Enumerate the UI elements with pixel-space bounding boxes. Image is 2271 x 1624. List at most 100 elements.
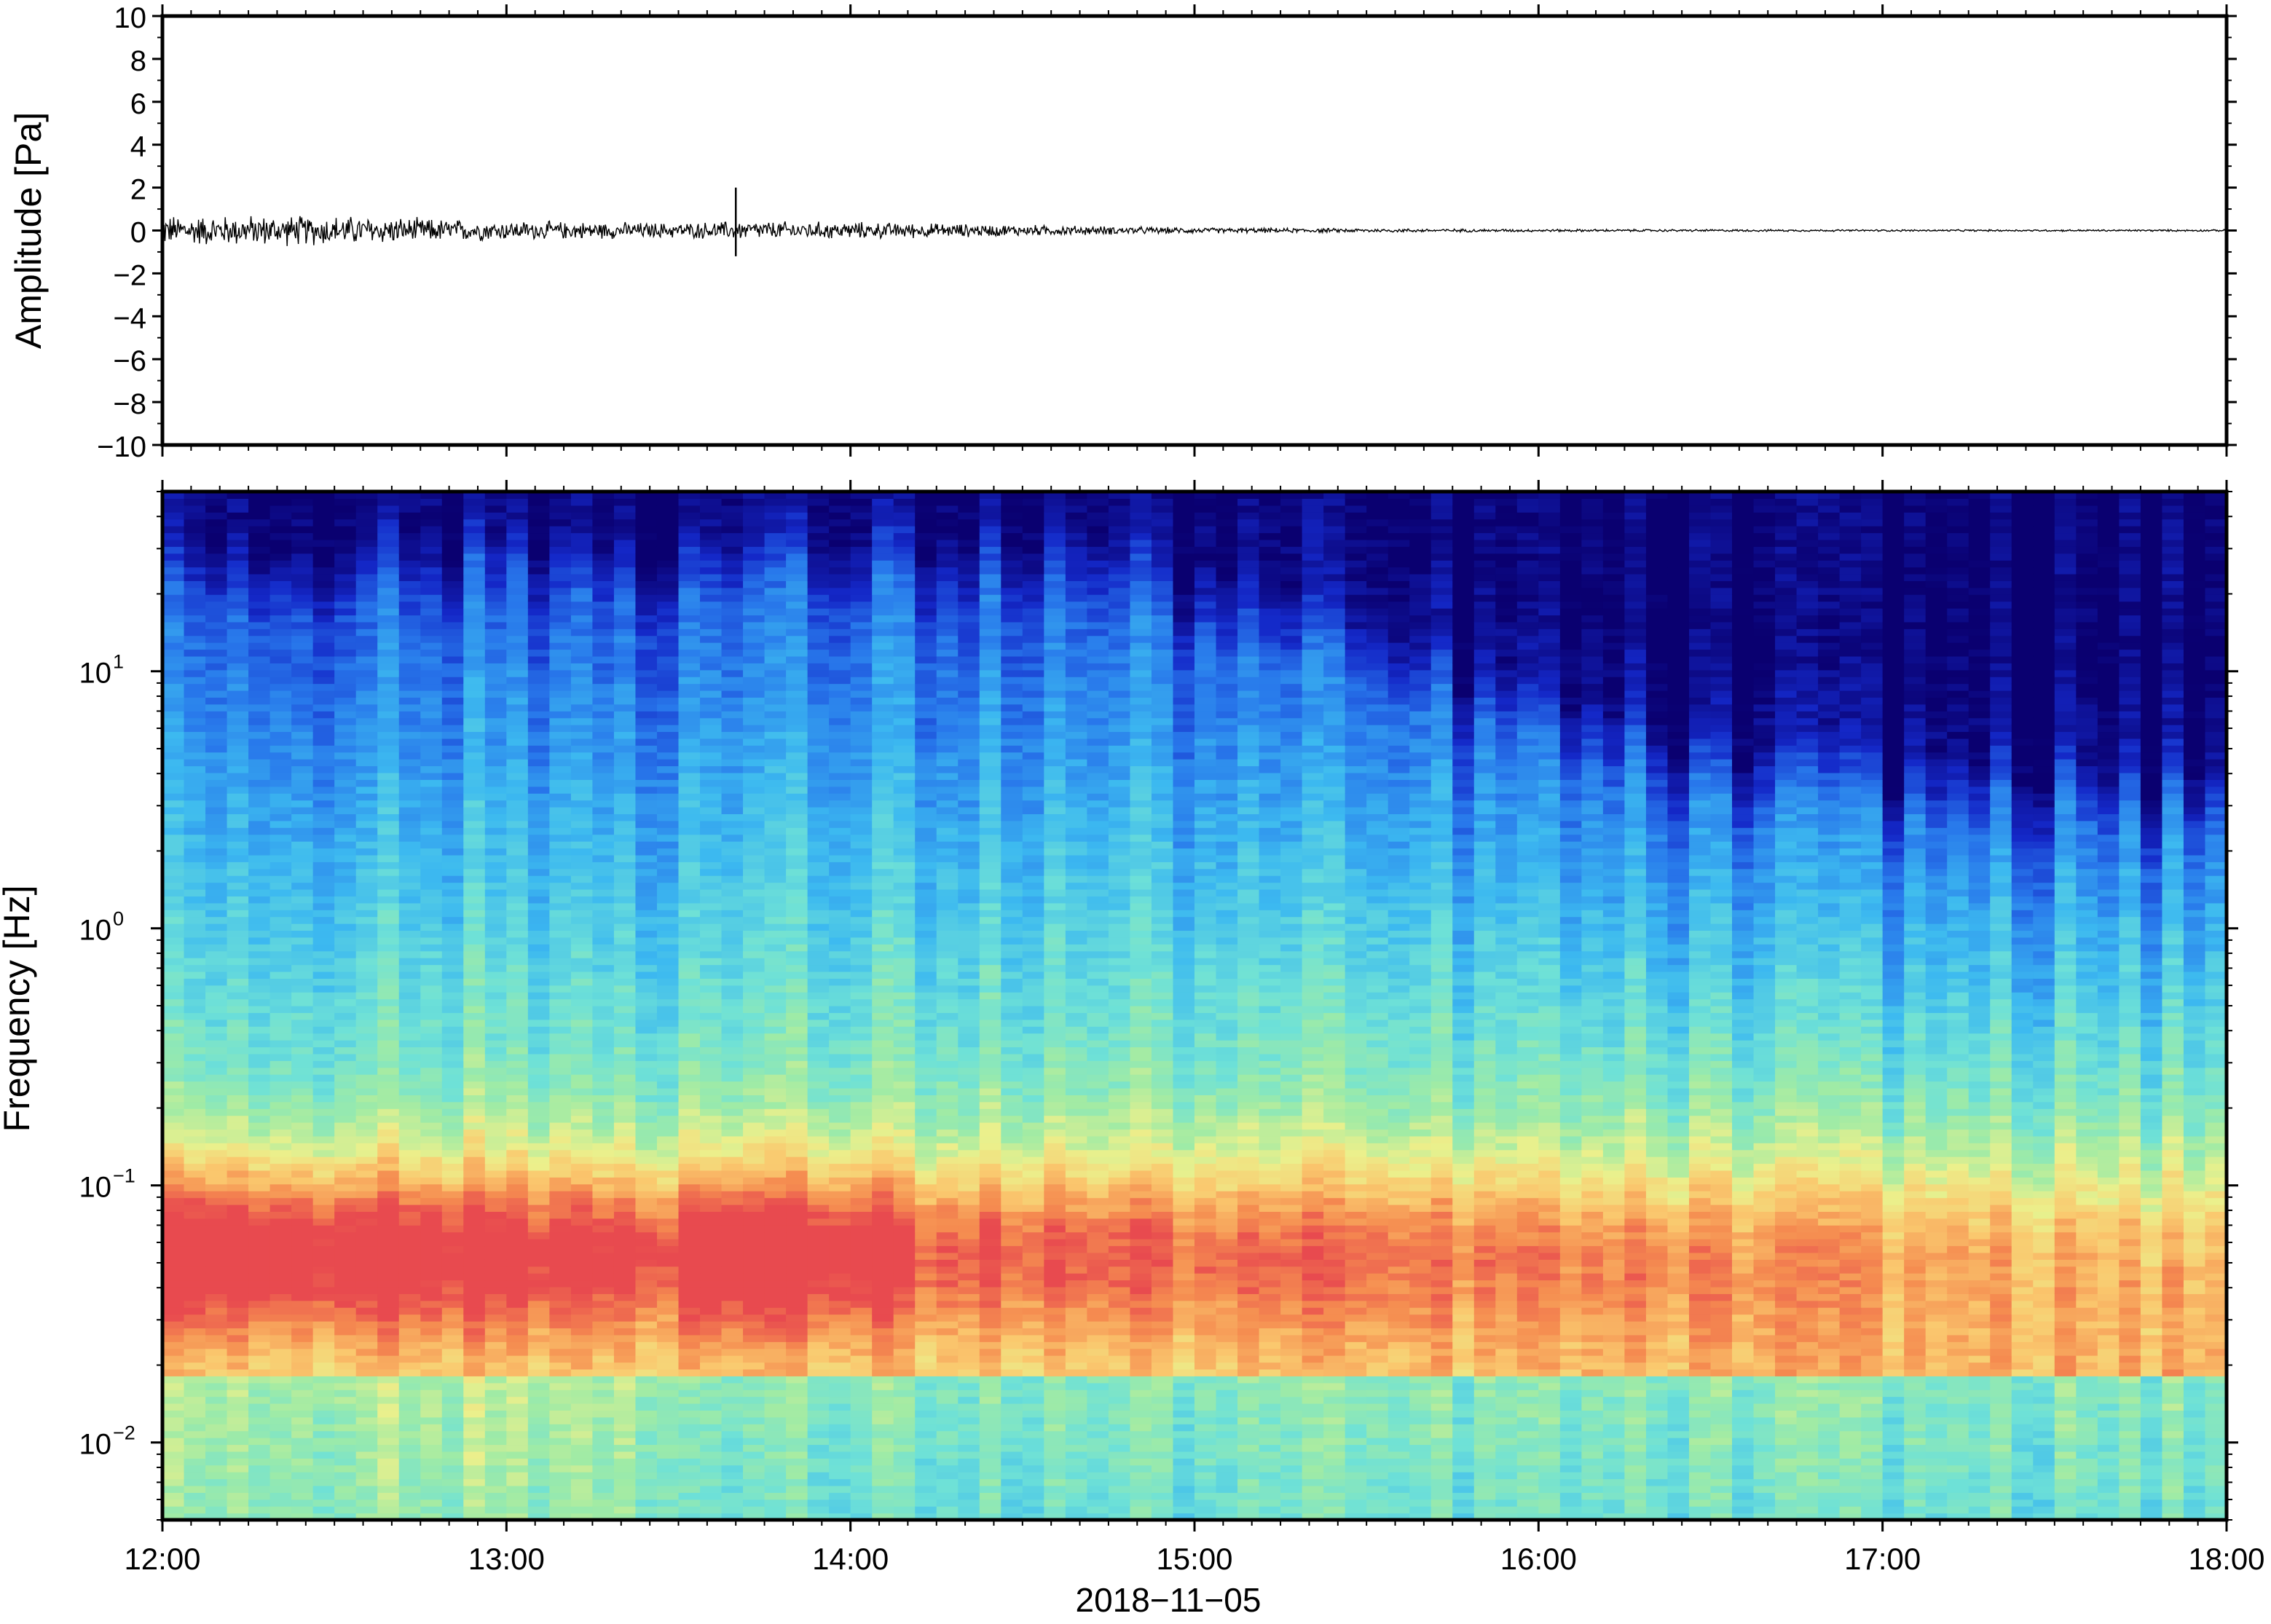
spectrogram-cell [678, 1095, 701, 1103]
spectrogram-cell [786, 1115, 808, 1123]
spectrogram-cell [592, 896, 615, 904]
spectrogram-cell [291, 765, 314, 773]
spectrogram-cell [721, 1499, 744, 1507]
spectrogram-cell [205, 1191, 228, 1199]
spectrogram-cell [635, 875, 658, 883]
spectrogram-cell [678, 1081, 701, 1089]
spectrogram-cell [743, 1293, 765, 1301]
spectrogram-cell [484, 1149, 507, 1157]
spectrogram-cell [269, 1081, 292, 1089]
spectrogram-cell [700, 1053, 723, 1061]
spectrogram-cell [807, 1204, 830, 1212]
spectrogram-cell [506, 1053, 529, 1061]
spectrogram-cell [506, 1382, 529, 1390]
spectrogram-cell [355, 1334, 378, 1342]
spectrogram-cell [227, 813, 249, 821]
spectrogram-cell [205, 992, 228, 1000]
spectrogram-cell [420, 655, 443, 663]
spectrogram-cell [162, 1307, 185, 1315]
spectrogram-cell [398, 1074, 421, 1082]
spectrogram-cell [162, 1314, 185, 1322]
spectrogram-cell [291, 1348, 314, 1356]
spectrogram-cell [291, 663, 314, 671]
spectrogram-cell [678, 1046, 701, 1055]
spectrogram-cell [312, 573, 335, 581]
waveform-trace [162, 187, 2227, 256]
spectrogram-cell [355, 1197, 378, 1205]
spectrogram-cell [269, 1485, 292, 1493]
spectrogram-cell [721, 978, 744, 986]
spectrogram-cell [420, 1390, 443, 1398]
spectrogram-cell [506, 1245, 529, 1253]
spectrogram-cell [312, 882, 335, 890]
spectrogram-cell [184, 1286, 206, 1294]
spectrogram-cell [377, 888, 400, 896]
spectrogram-cell [205, 697, 228, 705]
spectrogram-cell [334, 1006, 357, 1014]
spectrogram-cell [441, 731, 464, 739]
spectrogram-cell [592, 862, 615, 870]
spectrogram-cell [398, 1177, 421, 1185]
spectrogram-cell [786, 655, 808, 663]
spectrogram-cell [463, 1321, 486, 1329]
spectrogram-cell [506, 950, 529, 958]
spectrogram-cell [656, 697, 680, 705]
spectrogram-cell [291, 608, 314, 616]
spectrogram-cell [721, 902, 744, 910]
spectrogram-cell [527, 1211, 550, 1219]
spectrogram-cell [269, 992, 292, 1000]
spectrogram-cell [420, 1273, 443, 1281]
spectrogram-cell [312, 964, 335, 972]
spectrogram-cell [807, 807, 830, 815]
spectrogram-cell [829, 1286, 851, 1294]
spectrogram-cell [807, 759, 830, 767]
spectrogram-cell [355, 512, 378, 520]
spectrogram-cell [700, 1177, 723, 1185]
spectrogram-cell [613, 1458, 637, 1466]
spectrogram-cell [764, 594, 787, 602]
spectrogram-cell [829, 1328, 851, 1336]
spectrogram-cell [162, 1273, 185, 1281]
spectrogram-cell [441, 1019, 464, 1027]
spectrogram-cell [549, 772, 572, 780]
spectrogram-cell [398, 1341, 421, 1349]
spectrogram-cell [312, 635, 335, 643]
spectrogram-cell [613, 560, 637, 568]
spectrogram-cell [205, 1231, 228, 1239]
spectrogram-cell [613, 1416, 637, 1424]
spectrogram-cell [398, 1390, 421, 1398]
spectrogram-cell [398, 944, 421, 952]
spectrogram-cell [786, 1444, 808, 1452]
spectrogram-cell [506, 717, 529, 725]
spectrogram-cell [441, 1197, 464, 1205]
spectrogram-cell [248, 573, 271, 581]
spectrogram-cell [721, 1245, 744, 1253]
spectrogram-cell [355, 745, 378, 753]
spectrogram-cell [205, 793, 228, 801]
spectrogram-cell [721, 1492, 744, 1500]
spectrogram-cell [162, 1513, 185, 1521]
spectrogram-cell [592, 567, 615, 575]
spectrogram-cell [764, 1197, 787, 1205]
spectrogram-cell [227, 1376, 249, 1384]
spectrogram-cell [549, 1355, 572, 1363]
spectrogram-cell [743, 1252, 765, 1260]
spectrogram-cell [269, 759, 292, 767]
spectrogram-cell [248, 862, 271, 870]
spectrogram-cell [420, 1040, 443, 1048]
spectrogram-cell [829, 1273, 851, 1281]
spectrogram-cell [700, 573, 723, 581]
spectrogram-cell [700, 1259, 723, 1267]
spectrogram-cell [205, 1286, 228, 1294]
spectrogram-cell [829, 937, 851, 945]
spectrogram-cell [613, 1465, 637, 1473]
spectrogram-cell [269, 985, 292, 993]
spectrogram-cell [291, 1368, 314, 1376]
spectrogram-cell [807, 793, 830, 801]
spectrogram-cell [162, 765, 185, 773]
spectrogram-cell [635, 992, 658, 1000]
spectrogram-cell [355, 1485, 378, 1493]
spectrogram-cell [291, 1300, 314, 1308]
spectrogram-cell [227, 752, 249, 760]
spectrogram-cell [570, 1266, 594, 1274]
